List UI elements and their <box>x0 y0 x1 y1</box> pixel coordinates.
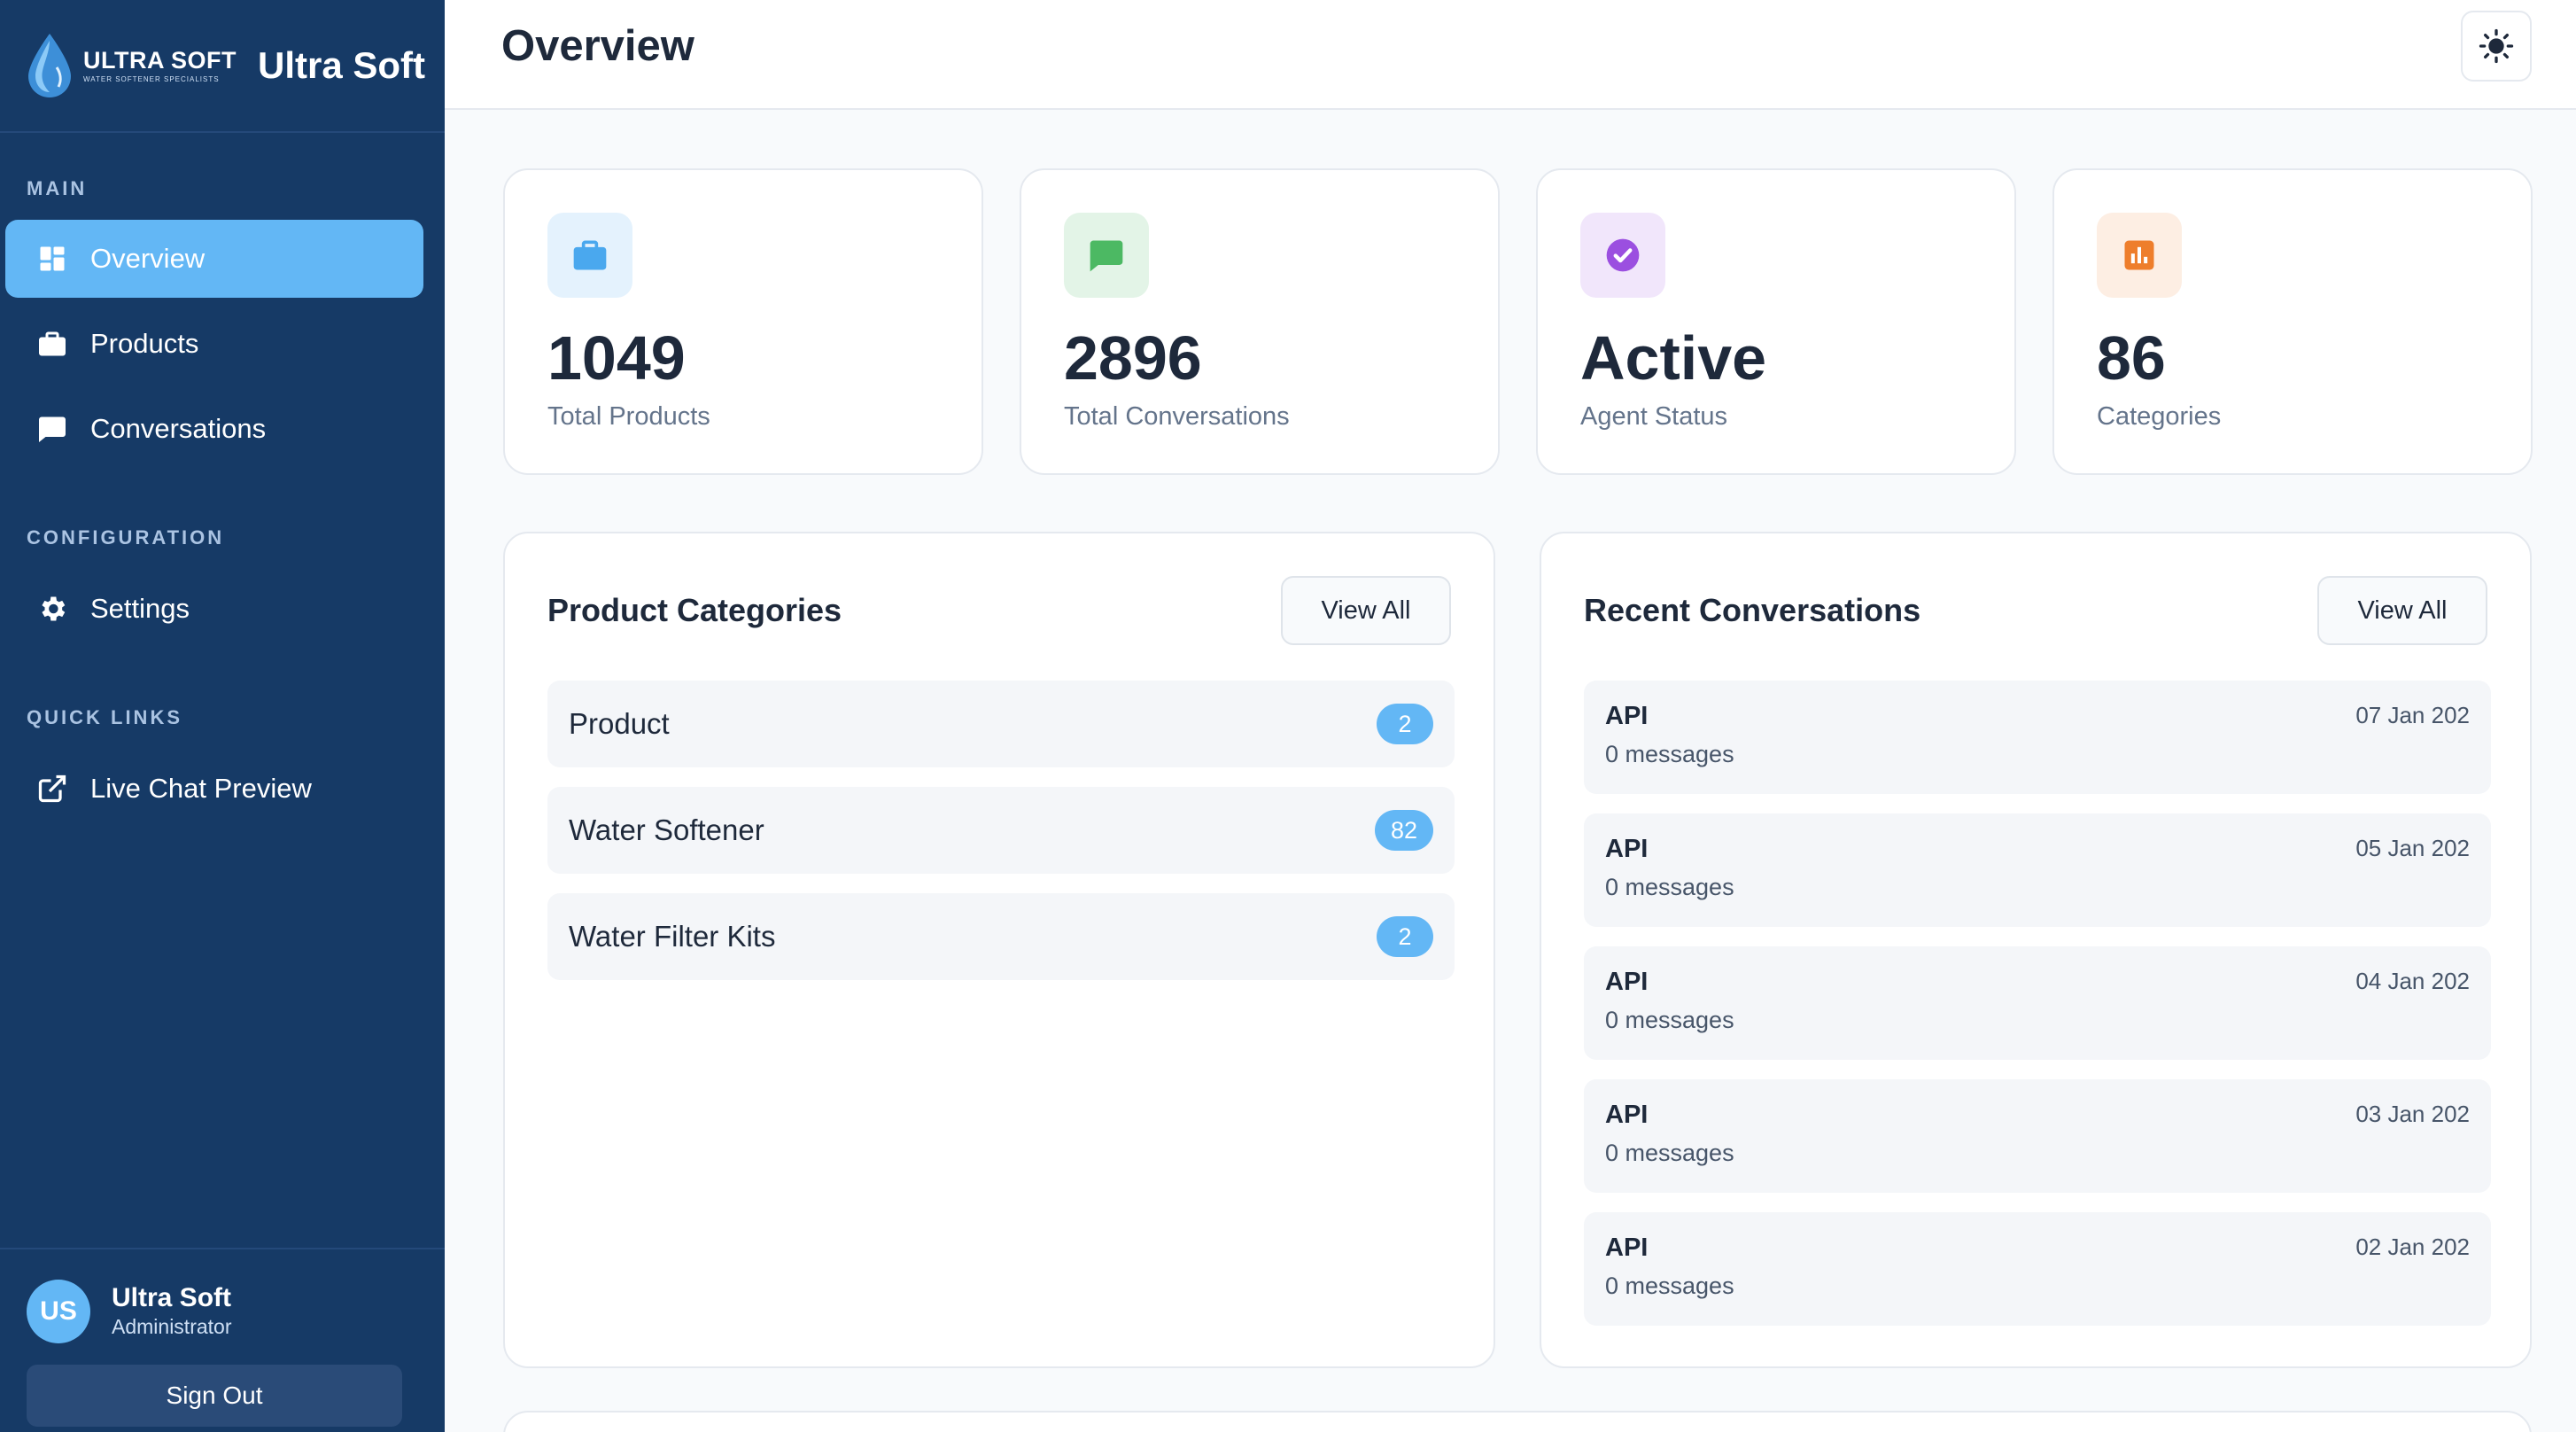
stat-label: Agent Status <box>1580 402 1728 431</box>
conversation-source: API <box>1605 702 1649 730</box>
category-name: Water Filter Kits <box>569 920 776 953</box>
conversation-source: API <box>1605 1101 1649 1129</box>
dashboard-icon <box>35 242 69 276</box>
stat-icon-box <box>547 213 632 298</box>
stat-value: Active <box>1580 323 1767 393</box>
sidebar-item-overview[interactable]: Overview <box>5 220 423 298</box>
page-title: Overview <box>501 22 694 70</box>
conversation-date: 03 Jan 202 <box>2355 1101 2470 1127</box>
sidebar-item-label: Products <box>90 328 199 359</box>
conversation-row[interactable]: API 0 messages 07 Jan 202 <box>1584 681 2491 794</box>
sidebar-item-label: Overview <box>90 243 206 274</box>
sidebar-item-live-chat-preview[interactable]: Live Chat Preview <box>5 750 423 828</box>
stat-icon-box <box>1064 213 1149 298</box>
stat-card-categories: 86 Categories <box>2052 168 2533 475</box>
stat-value: 2896 <box>1064 323 1202 393</box>
user-name: Ultra Soft <box>112 1283 231 1312</box>
count-badge: 2 <box>1377 916 1433 957</box>
stat-label: Total Conversations <box>1064 402 1290 431</box>
sidebar-item-label: Conversations <box>90 413 267 444</box>
product-categories-panel: Product Categories View All Product 2 Wa… <box>503 532 1495 1368</box>
chat-icon <box>1090 240 1123 272</box>
sun-icon <box>2479 28 2514 64</box>
sidebar-item-products[interactable]: Products <box>5 305 423 383</box>
conversation-date: 02 Jan 202 <box>2355 1234 2470 1260</box>
message-count: 0 messages <box>1605 874 1734 900</box>
stat-card-agent-status: Active Agent Status <box>1536 168 2016 475</box>
conversation-row[interactable]: API 0 messages 03 Jan 202 <box>1584 1079 2491 1193</box>
logo-wordmark: ULTRA SOFT <box>83 46 237 74</box>
sign-out-button[interactable]: Sign Out <box>27 1365 402 1427</box>
conversation-source: API <box>1605 835 1649 863</box>
avatar[interactable]: US <box>27 1280 90 1343</box>
check-circle-icon <box>1606 238 1640 272</box>
message-count: 0 messages <box>1605 741 1734 767</box>
gear-icon <box>35 592 69 626</box>
stat-label: Total Products <box>547 402 710 431</box>
stat-icon-box <box>1580 213 1665 298</box>
water-drop-icon <box>28 34 71 97</box>
category-row[interactable]: Water Filter Kits 2 <box>547 893 1455 980</box>
section-label-configuration: CONFIGURATION <box>27 526 225 549</box>
conversation-row[interactable]: API 0 messages 02 Jan 202 <box>1584 1212 2491 1326</box>
view-all-conversations-button[interactable]: View All <box>2317 576 2487 645</box>
conversation-row[interactable]: API 0 messages 04 Jan 202 <box>1584 946 2491 1060</box>
category-name: Water Softener <box>569 813 764 846</box>
logo-tagline: WATER SOFTENER SPECIALISTS <box>83 74 220 83</box>
top-bar: Overview <box>445 0 2576 110</box>
section-label-quick-links: QUICK LINKS <box>27 706 182 728</box>
sidebar-item-label: Settings <box>90 593 190 624</box>
bottom-panel <box>503 1411 2532 1432</box>
sidebar-item-settings[interactable]: Settings <box>5 570 423 648</box>
stat-card-total-products: 1049 Total Products <box>503 168 983 475</box>
stat-icon-box <box>2097 213 2182 298</box>
sidebar-item-conversations[interactable]: Conversations <box>5 390 423 468</box>
external-link-icon <box>35 772 69 806</box>
chat-icon <box>35 412 69 446</box>
stat-value: 86 <box>2097 323 2166 393</box>
message-count: 0 messages <box>1605 1140 1734 1166</box>
conversation-source: API <box>1605 1234 1649 1262</box>
count-badge: 82 <box>1374 810 1433 851</box>
conversation-date: 07 Jan 202 <box>2355 702 2470 728</box>
stat-label: Categories <box>2097 402 2222 431</box>
conversation-source: API <box>1605 968 1649 996</box>
recent-conversations-panel: Recent Conversations View All API 0 mess… <box>1540 532 2532 1368</box>
brand-header[interactable]: ULTRA SOFT WATER SOFTENER SPECIALISTS Ul… <box>0 0 445 133</box>
category-row[interactable]: Water Softener 82 <box>547 787 1455 874</box>
category-name: Product <box>569 707 670 740</box>
panel-title: Recent Conversations <box>1584 592 1921 628</box>
theme-toggle-button[interactable] <box>2461 11 2532 82</box>
view-all-categories-button[interactable]: View All <box>1281 576 1451 645</box>
briefcase-icon <box>573 240 607 270</box>
category-row[interactable]: Product 2 <box>547 681 1455 767</box>
panel-title: Product Categories <box>547 592 842 628</box>
conversation-date: 05 Jan 202 <box>2355 835 2470 861</box>
section-label-main: MAIN <box>27 177 88 199</box>
bar-chart-icon <box>2124 240 2154 270</box>
brand-logo: ULTRA SOFT WATER SOFTENER SPECIALISTS <box>25 32 237 99</box>
message-count: 0 messages <box>1605 1272 1734 1299</box>
brand-name: Ultra Soft <box>257 44 425 86</box>
sidebar: ULTRA SOFT WATER SOFTENER SPECIALISTS Ul… <box>0 0 445 1432</box>
conversation-date: 04 Jan 202 <box>2355 968 2470 994</box>
sidebar-item-label: Live Chat Preview <box>90 773 312 804</box>
message-count: 0 messages <box>1605 1007 1734 1033</box>
conversation-row[interactable]: API 0 messages 05 Jan 202 <box>1584 813 2491 927</box>
briefcase-icon <box>35 327 69 361</box>
count-badge: 2 <box>1377 704 1433 744</box>
stat-card-total-conversations: 2896 Total Conversations <box>1020 168 1500 475</box>
stat-value: 1049 <box>547 323 686 393</box>
user-profile: US Ultra Soft Administrator Sign Out <box>0 1248 445 1432</box>
user-role: Administrator <box>112 1315 232 1338</box>
